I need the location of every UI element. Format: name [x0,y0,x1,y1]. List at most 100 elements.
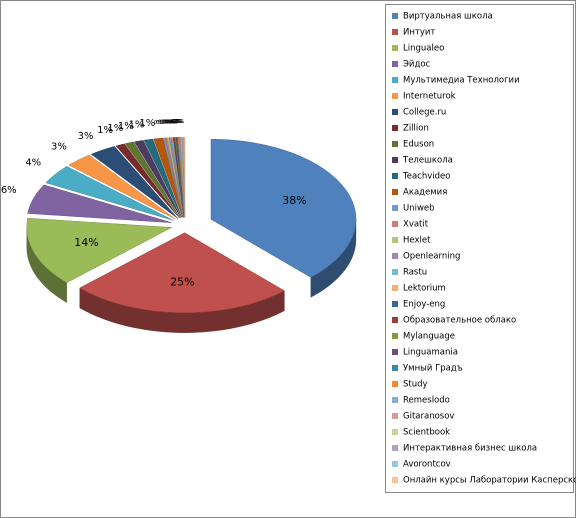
legend-label: Linguamania [403,348,458,358]
slice [27,184,172,223]
slice [210,139,357,278]
legend-swatch [392,317,398,323]
legend-swatch [392,141,398,147]
legend-label: Умный Градъ [403,364,463,374]
data-label: 0% [168,119,176,125]
legend-label: Виртуальная школа [403,12,493,22]
legend-label: College.ru [403,108,446,118]
legend-label: Enjoy-eng [403,300,445,310]
legend-label: Scientbook [403,428,450,438]
data-label: 0% [164,119,172,125]
legend-swatch [392,93,398,99]
data-label: 0% [167,119,175,125]
legend-label: Онлайн курсы Лаборатории Касперского [403,476,576,486]
legend-swatch [392,189,398,195]
legend: Виртуальная школа Интуит Lingualeo Эйдос Мул… [392,12,576,486]
data-label: 3% [78,131,94,142]
legend-label: Lektorium [403,284,446,294]
legend-label: Lingualeo [403,44,444,54]
data-label: 0% [177,119,185,125]
legend-label: Uniweb [403,204,435,214]
data-label: 0% [156,120,164,126]
legend-swatch [392,477,398,483]
legend-label: Gitaranosov [403,412,454,422]
legend-swatch [392,349,398,355]
legend-label: Eduson [403,140,434,150]
pie-sides [26,219,357,333]
legend-swatch [392,397,398,403]
legend-label: Rastu [403,268,427,278]
legend-label: Интуит [403,28,435,38]
slice [134,140,182,218]
legend-swatch [392,381,398,387]
slice [90,146,178,219]
slice [124,141,181,218]
legend-label: Teachvideo [402,172,450,182]
legend-label: Xvatit [403,220,429,230]
legend-label: Академия [403,188,447,198]
legend-swatch [392,445,398,451]
data-label: 0% [171,119,179,125]
data-label: 1% [139,118,155,129]
legend-label: Образовательное облако [403,316,516,326]
data-label: 0% [165,119,173,125]
data-label: 0% [163,119,171,125]
legend-swatch [392,45,398,51]
data-label: 0% [173,119,181,125]
legend-swatch [392,125,398,131]
data-label: 0% [174,119,182,125]
data-label: 0% [162,120,170,126]
legend-swatch [392,61,398,67]
data-label: 3% [51,142,67,153]
legend-swatch [392,461,398,467]
slice [183,137,186,218]
slice [45,166,174,221]
legend-label: Hexlet [403,236,431,246]
legend-swatch [392,301,398,307]
data-label: 0% [160,120,168,126]
data-label: 38% [282,194,306,207]
legend-swatch [392,285,398,291]
data-label: 1% [129,119,145,130]
legend-swatch [392,413,398,419]
data-label: 0% [172,119,180,125]
data-label: 14% [74,236,98,249]
legend-label: Openlearning [403,252,460,262]
legend-swatch [392,77,398,83]
legend-swatch [392,173,398,179]
legend-box [385,4,574,493]
slice [26,217,173,283]
legend-swatch [392,205,398,211]
slice [143,138,183,218]
legend-swatch [392,429,398,435]
data-label: 0% [154,120,162,126]
slice [115,143,180,219]
legend-swatch [392,365,398,371]
slice [79,232,285,313]
legend-label: Интерактивная бизнес школа [403,444,537,454]
legend-label: Эйдос [403,60,431,70]
data-label: 4% [25,158,41,169]
legend-swatch [392,269,398,275]
legend-label: Zillion [403,124,429,134]
data-label: 0% [170,119,178,125]
data-label: 0% [169,119,177,125]
data-label: 25% [170,275,194,288]
data-label: 0% [158,120,166,126]
legend-label: Мультимедиа Технологии [403,76,520,86]
legend-swatch [392,157,398,163]
data-labels: 38%25%14%6%4%3%3%1%1%1%1%1%0%0%0%0%0%0%0… [1,118,307,288]
legend-swatch [392,221,398,227]
data-label: 1% [97,125,113,136]
data-label: 1% [118,121,134,132]
data-label: 0% [175,119,183,125]
legend-swatch [392,237,398,243]
data-label: 1% [107,123,123,134]
data-label: 6% [1,185,17,196]
legend-label: Study [403,380,428,390]
legend-label: Interneturok [403,92,456,102]
slice [68,154,176,220]
legend-label: Mylanguage [403,332,455,342]
